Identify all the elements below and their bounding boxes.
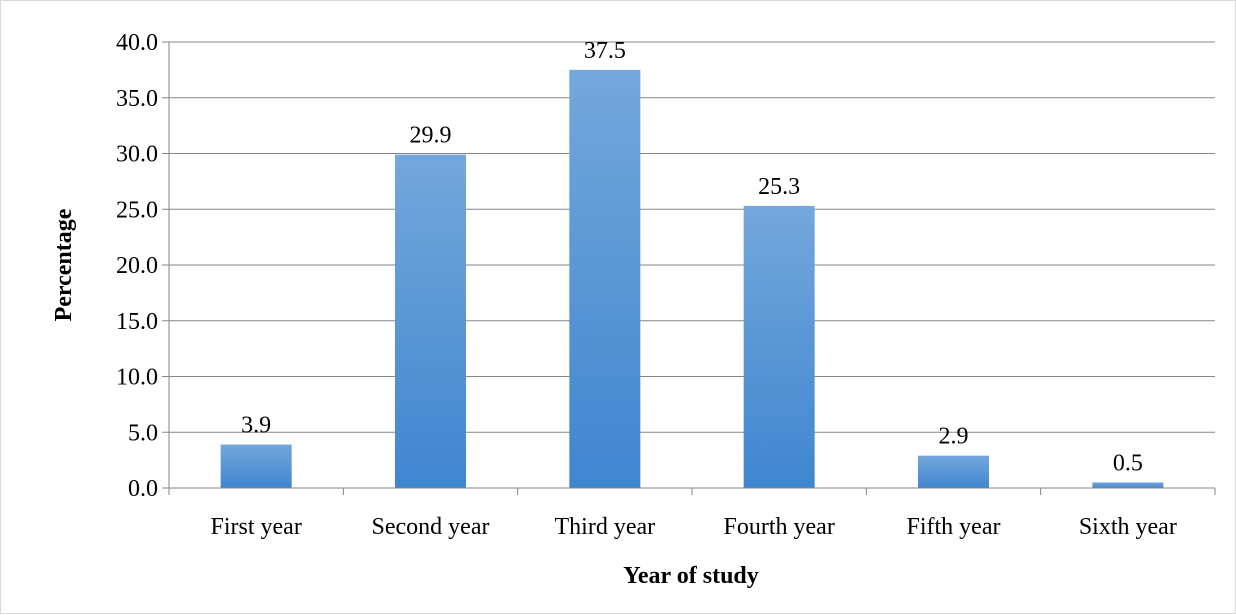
- category-label: Sixth year: [1079, 514, 1177, 540]
- y-tick-label: 20.0: [116, 253, 158, 279]
- y-tick-label: 0.0: [128, 476, 158, 502]
- data-label: 29.9: [410, 123, 452, 149]
- category-label: Fifth year: [907, 514, 1001, 540]
- data-label: 0.5: [1113, 450, 1143, 476]
- data-label: 37.5: [584, 38, 626, 64]
- bar: [395, 154, 466, 489]
- bar: [743, 205, 815, 488]
- y-tick-label: 35.0: [116, 86, 158, 112]
- gridlines: [162, 41, 1215, 489]
- data-label: 2.9: [939, 424, 969, 450]
- y-tick-label: 10.0: [116, 365, 158, 391]
- axes: [168, 42, 1216, 495]
- y-tick-labels: 0.0 5.0 10.0 15.0 20.0 25.0 30.0 35.0 40.0: [116, 30, 158, 502]
- y-tick-label: 5.0: [128, 420, 158, 446]
- data-label: 25.3: [758, 174, 800, 200]
- bar: [569, 69, 641, 488]
- category-label: Third year: [555, 514, 656, 540]
- category-label: Second year: [372, 514, 490, 540]
- category-label: First year: [211, 514, 302, 540]
- bars: [220, 69, 1164, 489]
- y-tick-label: 25.0: [116, 197, 158, 223]
- x-axis-title: Year of study: [623, 563, 759, 589]
- y-tick-label: 40.0: [116, 30, 158, 56]
- y-axis-title: Percentage: [51, 208, 77, 321]
- y-tick-label: 15.0: [116, 309, 158, 335]
- data-labels: 3.9 29.9 37.5 25.3 2.9 0.5: [241, 38, 1143, 477]
- y-tick-label: 30.0: [116, 142, 158, 168]
- data-label: 3.9: [241, 413, 271, 439]
- bar: [1092, 482, 1164, 488]
- category-label: Fourth year: [724, 514, 835, 540]
- bar: [220, 444, 292, 488]
- bar: [918, 455, 989, 488]
- category-labels: First year Second year Third year Fourth ye…: [211, 514, 1177, 540]
